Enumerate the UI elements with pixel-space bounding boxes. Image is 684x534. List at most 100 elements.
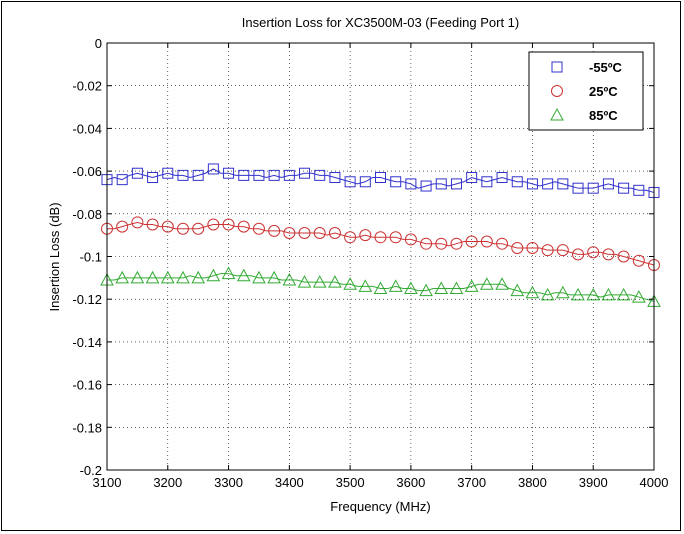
y-tick-label: -0.18 <box>72 420 102 435</box>
data-point-circle <box>374 231 387 244</box>
x-axis-label: Frequency (MHz) <box>330 499 430 514</box>
data-point-square <box>329 172 341 184</box>
data-point-square <box>526 178 538 190</box>
data-point-triangle <box>312 275 327 288</box>
data-point-triangle <box>464 279 479 292</box>
data-point-square <box>572 182 584 194</box>
y-tick-label: -0.12 <box>72 292 102 307</box>
data-point-square <box>283 169 295 181</box>
y-tick-label: -0.1 <box>80 250 102 265</box>
series-triangle <box>100 266 661 307</box>
y-tick-label: 0 <box>95 36 102 51</box>
data-point-square <box>511 176 523 188</box>
data-point-triangle <box>160 270 175 284</box>
data-point-square <box>207 163 219 175</box>
data-point-circle <box>496 237 509 250</box>
data-point-square <box>542 178 554 190</box>
y-tick-label: -0.06 <box>72 164 102 179</box>
ticks: 3100 3200 3300 3400 3500 3600 3700 3800 3900 4000… <box>72 36 668 490</box>
data-point-circle <box>222 218 235 231</box>
data-point-square <box>390 176 402 188</box>
data-point-square <box>618 182 630 194</box>
series-layer <box>100 163 661 307</box>
data-point-triangle <box>267 270 281 284</box>
legend-label: -55ºC <box>589 60 623 75</box>
data-point-circle <box>450 237 463 250</box>
data-point-triangle <box>343 277 357 290</box>
data-point-triangle <box>480 277 494 290</box>
data-point-circle <box>465 235 478 248</box>
legend-label: 25ºC <box>589 84 618 99</box>
legend-marker-square <box>551 61 563 73</box>
data-point-triangle <box>297 275 312 288</box>
data-point-square <box>162 167 174 179</box>
legend-box <box>528 51 644 131</box>
data-point-circle <box>237 220 250 233</box>
data-point-circle <box>146 218 159 231</box>
data-point-triangle <box>586 287 601 301</box>
data-point-triangle <box>388 279 403 292</box>
data-point-triangle <box>616 287 631 301</box>
series-line-circle <box>107 221 655 266</box>
data-point-square <box>344 176 356 188</box>
y-tick-label: -0.16 <box>72 378 102 393</box>
data-point-circle <box>526 241 539 254</box>
data-point-triangle <box>145 270 160 284</box>
data-point-triangle <box>419 283 433 297</box>
data-point-circle <box>268 224 281 237</box>
series-square <box>101 163 660 198</box>
y-axis-label: Insertion Loss (dB) <box>47 202 62 311</box>
data-point-circle <box>298 227 311 240</box>
x-tick-label: 3700 <box>457 475 486 490</box>
data-point-square <box>633 184 645 196</box>
y-tick-label: -0.08 <box>72 207 102 222</box>
y-tick-label: -0.04 <box>72 121 102 136</box>
data-point-triangle <box>236 268 251 282</box>
data-point-circle <box>632 254 645 267</box>
data-point-square <box>192 169 204 181</box>
data-point-triangle <box>495 277 509 290</box>
y-tick-label: -0.02 <box>72 79 102 94</box>
data-point-square <box>268 169 280 181</box>
data-point-triangle <box>434 281 449 295</box>
data-point-circle <box>252 222 265 235</box>
data-point-triangle <box>373 281 388 295</box>
data-point-square <box>557 178 569 190</box>
x-tick-label: 3200 <box>153 475 182 490</box>
legend-marker-triangle <box>550 107 564 121</box>
data-point-triangle <box>555 285 570 299</box>
x-tick-label: 4000 <box>640 475 669 490</box>
data-point-square <box>116 174 128 186</box>
x-tick-label: 3800 <box>518 475 547 490</box>
data-point-square <box>299 167 311 179</box>
data-point-circle <box>161 220 174 233</box>
data-point-circle <box>435 237 448 250</box>
series-circle <box>101 216 660 272</box>
series-line-square <box>106 168 655 193</box>
y-tick-label: -0.14 <box>72 335 102 350</box>
data-point-circle <box>313 227 326 240</box>
data-point-circle <box>617 250 630 263</box>
data-point-square <box>435 178 447 190</box>
x-tick-label: 3300 <box>214 475 243 490</box>
data-point-circle <box>511 241 524 254</box>
data-point-circle <box>207 218 220 231</box>
x-tick-label: 3100 <box>93 475 122 490</box>
data-point-circle <box>116 220 129 233</box>
legend-label: 85ºC <box>589 108 618 123</box>
data-point-circle <box>556 244 569 257</box>
data-point-square <box>223 167 235 179</box>
data-point-square <box>496 172 508 184</box>
data-point-triangle <box>449 281 464 295</box>
data-point-circle <box>344 231 357 244</box>
data-point-square <box>375 172 386 184</box>
data-point-circle <box>283 227 296 240</box>
data-point-circle <box>176 222 189 235</box>
data-point-triangle <box>510 283 525 297</box>
data-point-triangle <box>540 287 555 301</box>
data-point-square <box>177 169 189 181</box>
data-point-circle <box>328 227 341 240</box>
data-point-triangle <box>176 270 190 284</box>
data-point-triangle <box>221 266 236 280</box>
data-point-square <box>147 172 159 184</box>
